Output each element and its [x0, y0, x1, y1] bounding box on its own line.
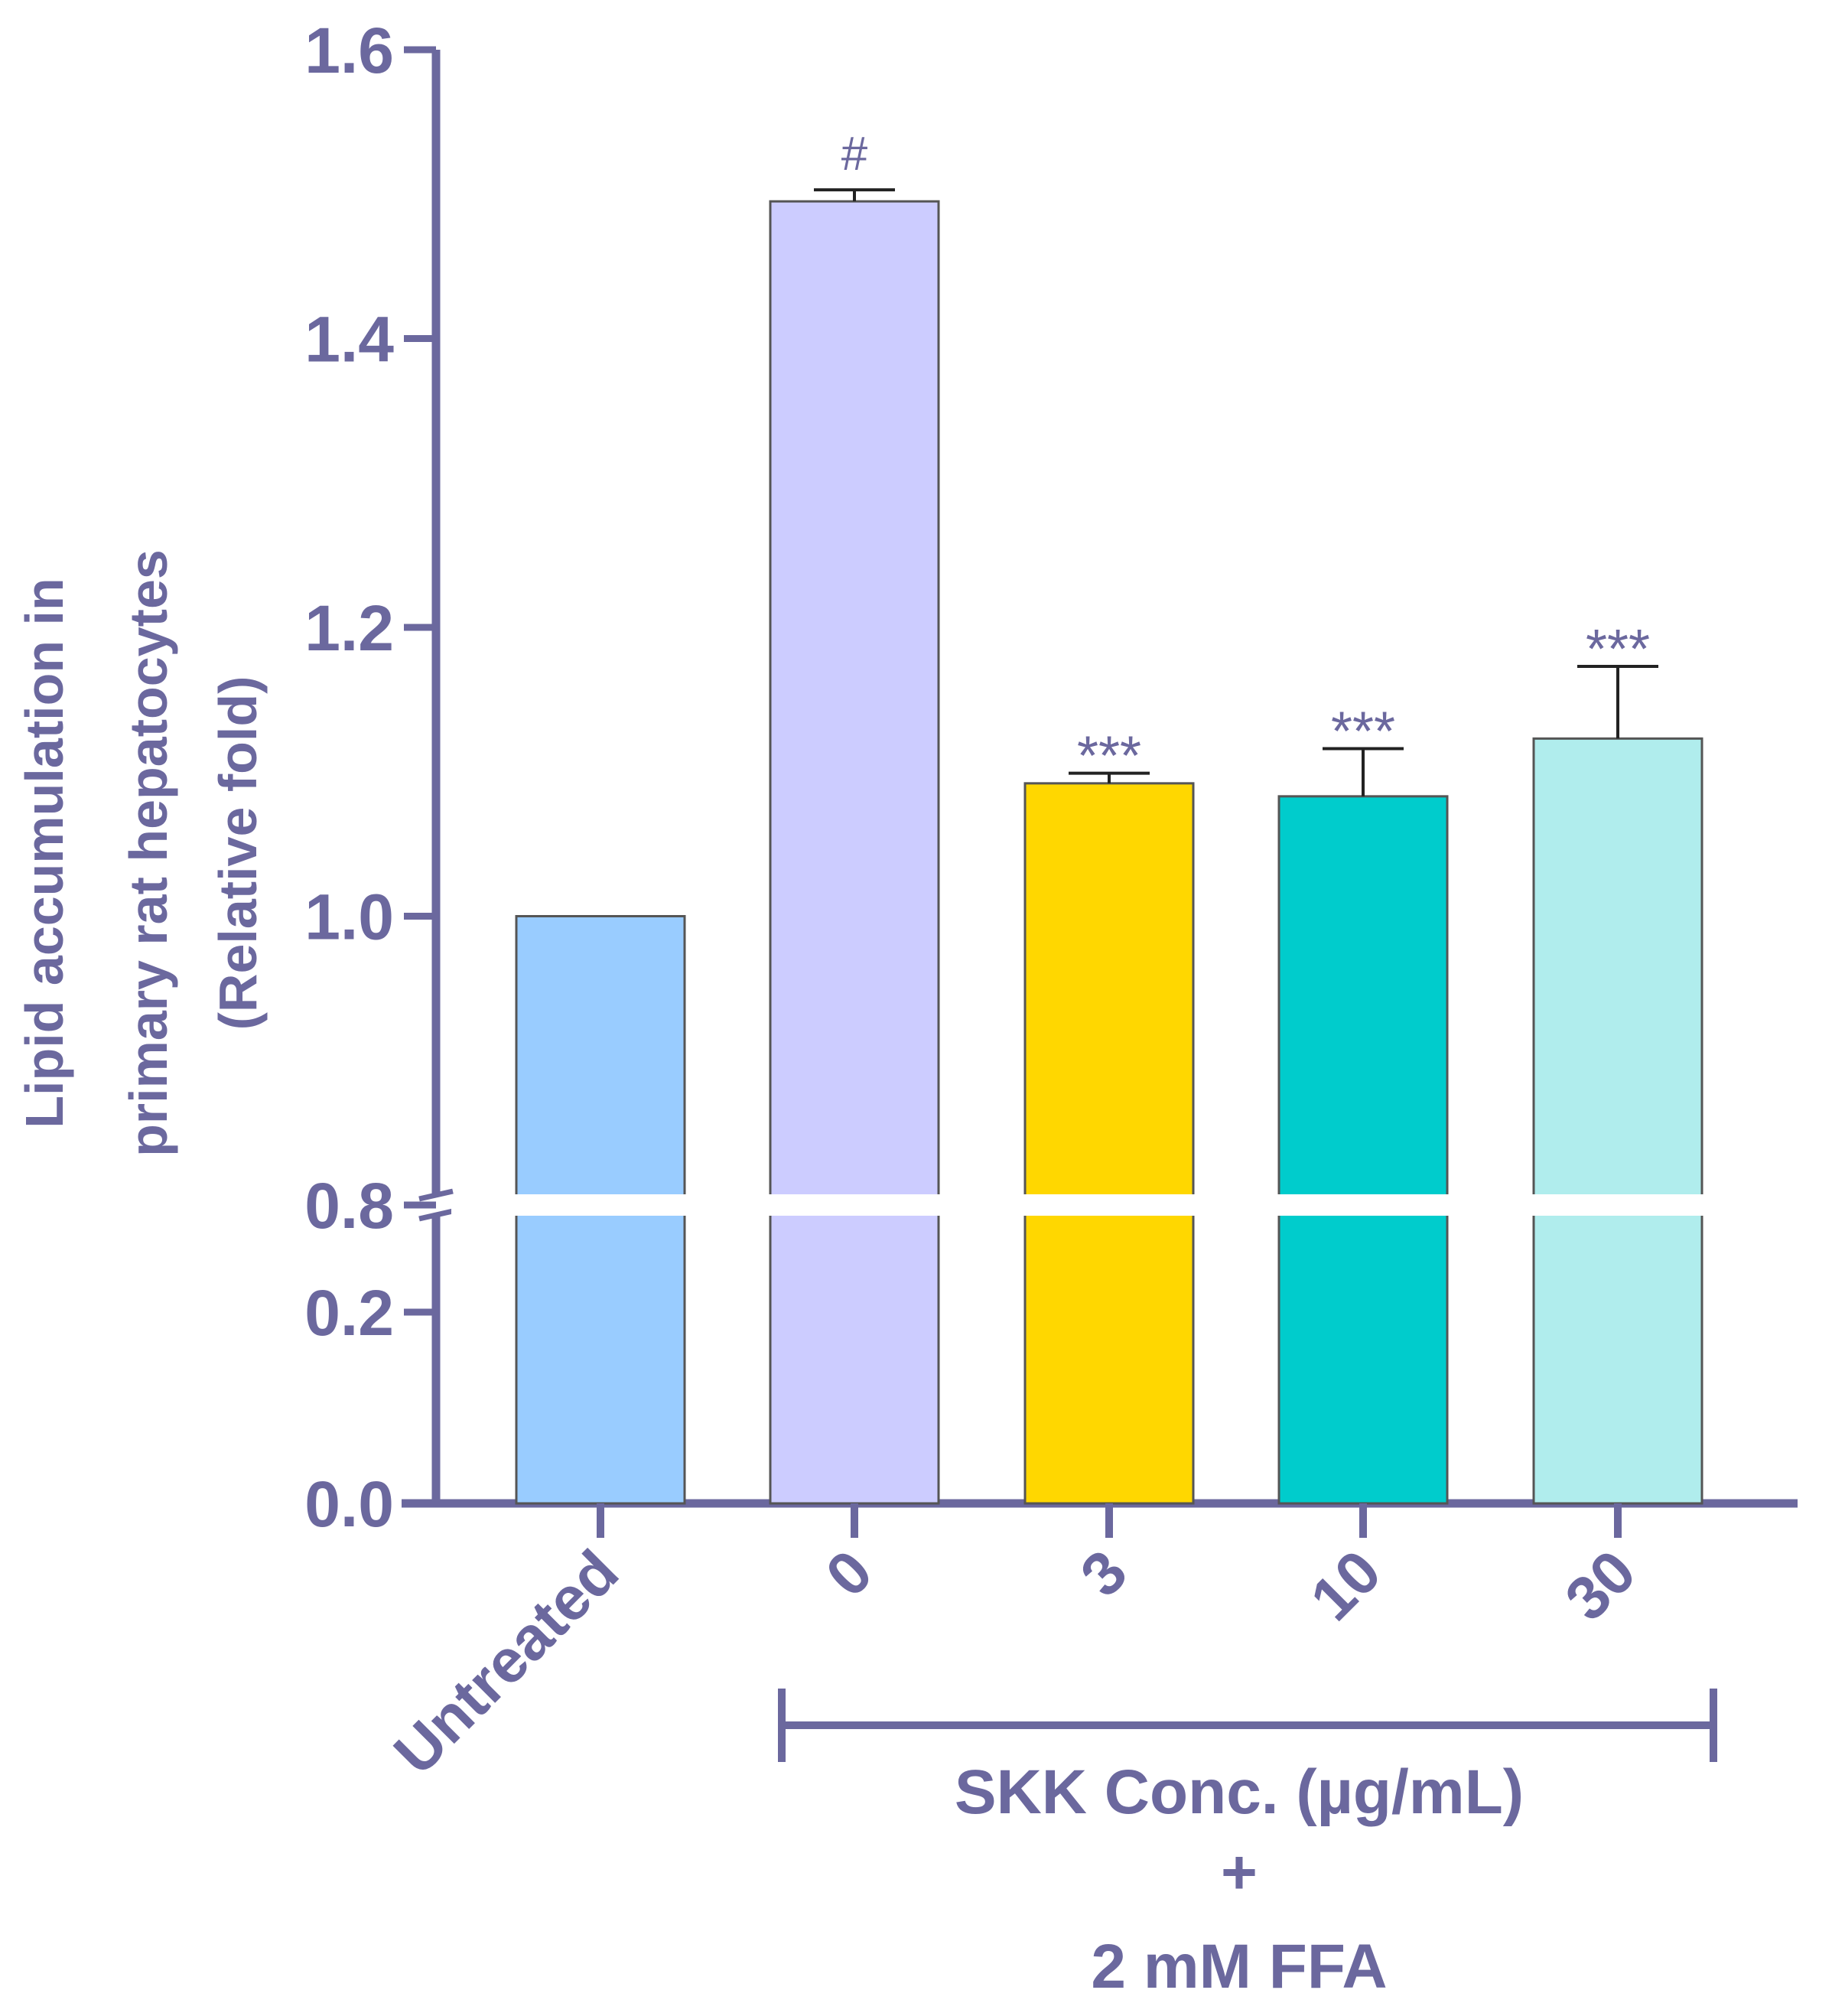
group-bracket [778, 1689, 1717, 1762]
y-axis-label-line-2: primary rat hepatocytes [119, 549, 178, 1157]
y-tick-label-1.4: 1.4 [304, 304, 394, 376]
y-axis-break-mark-2 [418, 1208, 454, 1222]
bar-30 [1532, 737, 1703, 1505]
y-tick-label-0.8: 0.8 [304, 1170, 394, 1242]
y-tick-label-1.6: 1.6 [304, 15, 394, 86]
bracket-label-line-2: + [1221, 1838, 1258, 1907]
x-tick-label-3: 3 [1068, 1537, 1140, 1609]
bar-3 [1023, 782, 1195, 1505]
y-axis-label-line-3: (Relative fold) [208, 676, 268, 1031]
x-tick-label-30: 30 [1552, 1537, 1648, 1633]
y-tick-label-1.2: 1.2 [304, 592, 394, 664]
x-tick-label-Untreated: Untreated [381, 1537, 631, 1787]
axis-break-band [451, 1194, 1813, 1216]
bracket-label-line-1: SKK Conc. (µg/mL) [955, 1757, 1524, 1827]
y-tick-label-1.0: 1.0 [304, 881, 394, 953]
bars: # *** *** *** [451, 128, 1813, 1505]
bar-0 [769, 200, 940, 1505]
y-tick-label-0.2: 0.2 [304, 1277, 394, 1349]
y-axis-label-line-1: Lipid accumulation in [15, 578, 74, 1128]
y-axis-break-mark-1 [418, 1188, 454, 1202]
significance-label-3: *** [1077, 726, 1141, 787]
significance-label-0: # [841, 128, 868, 181]
bar-10 [1277, 795, 1449, 1505]
x-tick-labels: Untreated 0 3 10 30 [381, 1503, 1648, 1787]
x-tick-label-0: 0 [813, 1537, 885, 1609]
x-tick-label-10: 10 [1297, 1537, 1394, 1633]
significance-label-10: *** [1331, 702, 1395, 763]
bracket-label-line-3: 2 mM FFA [1091, 1932, 1387, 2001]
y-tick-label-0.0: 0.0 [304, 1468, 394, 1540]
significance-label-30: *** [1586, 619, 1650, 680]
